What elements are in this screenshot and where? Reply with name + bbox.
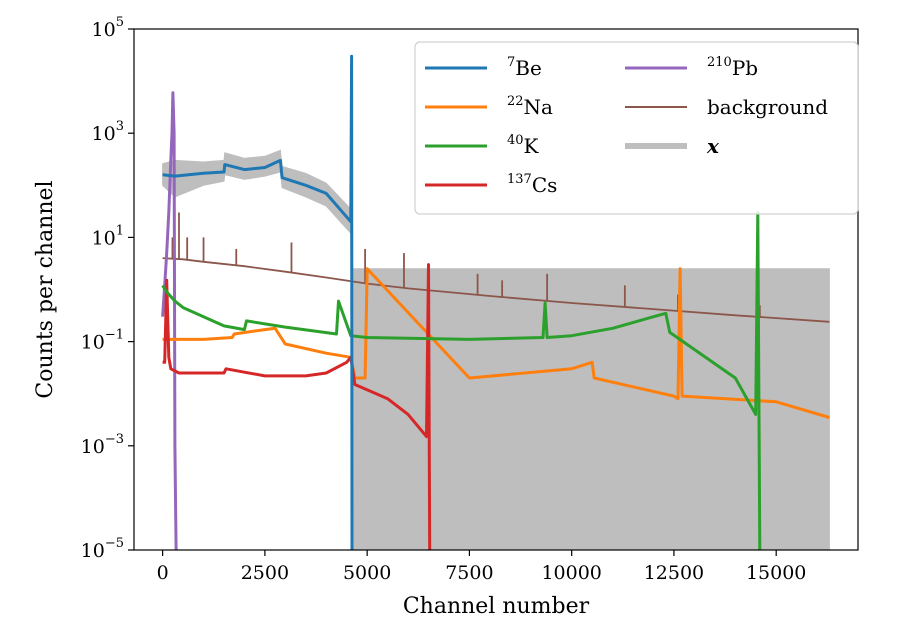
series-40k-line xyxy=(161,211,762,550)
legend-entry-22na: 22Na xyxy=(507,94,553,119)
x-tick-label: 10000 xyxy=(541,562,601,584)
x-tick-label: 2500 xyxy=(241,562,289,584)
legend-entry-7be: 7Be xyxy=(507,55,542,80)
axes-ticks: 0 2500 5000 7500 10000 12500 15000 10−5 10−3 10−1… xyxy=(81,15,807,584)
series-137cs-line xyxy=(162,263,432,550)
x-tick-label: 15000 xyxy=(746,562,806,584)
y-tick-label: 10−5 xyxy=(81,536,124,562)
legend-entry-background: background xyxy=(707,95,828,119)
series-210pb-line xyxy=(161,91,178,550)
y-tick-label: 101 xyxy=(92,223,124,249)
legend-box xyxy=(414,41,859,215)
y-tick-label: 10−3 xyxy=(81,432,124,458)
x-axis-label: Channel number xyxy=(403,594,590,619)
series-x-band xyxy=(162,149,830,550)
x-tick-label: 7500 xyxy=(445,562,493,584)
legend: 7Be 22Na 40K 137Cs 210Pb background x xyxy=(414,41,859,215)
x-tick-label: 0 xyxy=(157,562,169,584)
x-tick-label: 5000 xyxy=(343,562,391,584)
legend-entry-137cs: 137Cs xyxy=(507,172,557,197)
y-axis-label: Counts per channel xyxy=(33,180,58,398)
series-7be-line xyxy=(162,54,354,550)
y-tick-label: 10−1 xyxy=(81,328,124,354)
y-tick-label: 105 xyxy=(92,15,124,41)
series-22na-line xyxy=(162,267,830,419)
legend-entry-210pb: 210Pb xyxy=(707,55,758,80)
legend-entry-40k: 40K xyxy=(507,133,540,158)
plot-frame xyxy=(133,28,859,551)
legend-entry-x: x xyxy=(706,134,720,158)
y-tick-label: 103 xyxy=(92,119,124,145)
x-tick-label: 12500 xyxy=(644,562,704,584)
plot-area xyxy=(161,54,830,550)
